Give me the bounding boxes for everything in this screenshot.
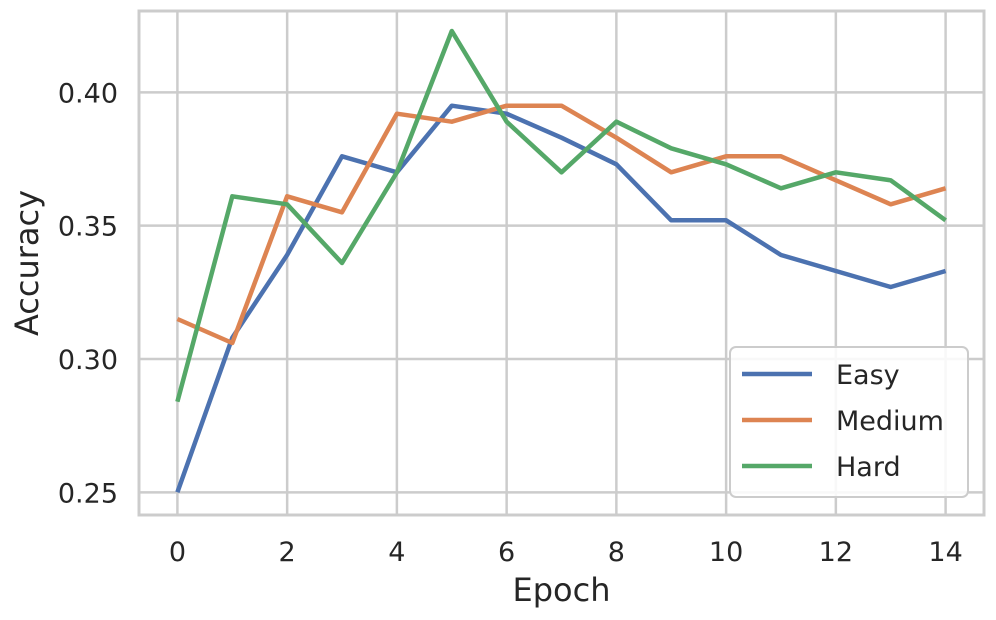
y-tick-labels: 0.25 0.30 0.35 0.40 <box>58 78 118 509</box>
legend: Easy Medium Hard <box>729 346 969 498</box>
x-axis-label: Epoch <box>513 571 611 609</box>
legend-box <box>729 346 969 498</box>
x-tick-label: 2 <box>279 537 296 568</box>
x-tick-label: 6 <box>498 537 515 568</box>
y-tick-label: 0.30 <box>58 345 118 376</box>
x-tick-label: 8 <box>608 537 625 568</box>
series-line-hard <box>175 28 947 403</box>
x-tick-label: 14 <box>928 537 962 568</box>
legend-label-easy: Easy <box>836 360 900 391</box>
x-tick-label: 12 <box>819 537 853 568</box>
y-axis-label: Accuracy <box>8 190 46 336</box>
x-tick-label: 4 <box>388 537 405 568</box>
x-tick-label: 10 <box>709 537 743 568</box>
x-tick-label: 0 <box>169 537 186 568</box>
legend-label-medium: Medium <box>836 406 944 437</box>
legend-items: Easy Medium Hard <box>742 360 944 483</box>
y-tick-label: 0.35 <box>58 212 118 243</box>
x-tick-labels: 0 2 4 6 8 10 12 14 <box>169 537 963 568</box>
plot-frame <box>137 9 986 517</box>
x-gridlines <box>176 11 947 515</box>
y-tick-label: 0.40 <box>58 78 118 109</box>
series-lines <box>175 28 947 494</box>
legend-label-hard: Hard <box>836 452 901 483</box>
series-line-medium <box>176 103 947 346</box>
y-tick-label: 0.25 <box>58 478 118 509</box>
